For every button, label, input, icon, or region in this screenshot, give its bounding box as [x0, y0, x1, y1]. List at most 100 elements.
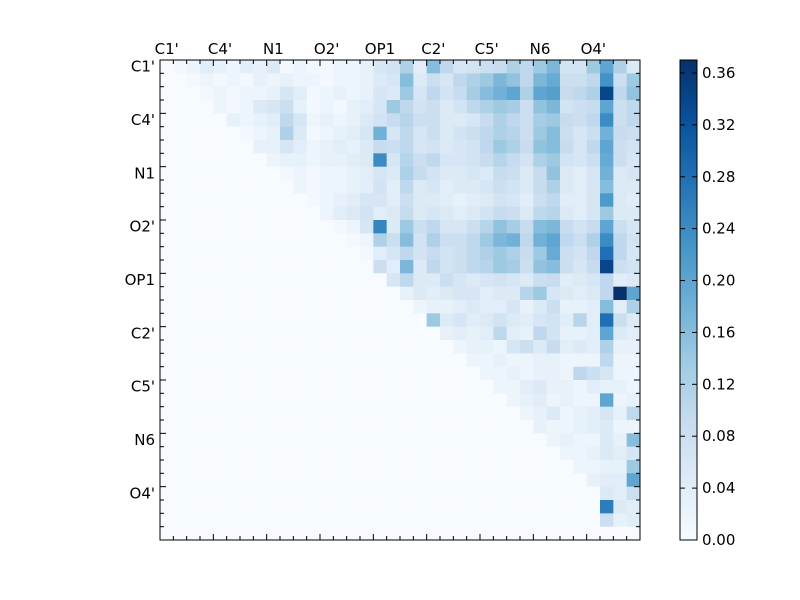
heatmap-cell	[586, 140, 601, 154]
heatmap-cell	[493, 340, 508, 354]
heatmap-cell	[280, 273, 294, 288]
heatmap-cell	[546, 366, 561, 381]
heatmap-cell	[480, 246, 494, 261]
heatmap-cell	[600, 513, 614, 528]
heatmap-cell	[573, 353, 588, 368]
heatmap-cell	[493, 526, 508, 541]
heatmap-cell	[400, 380, 414, 394]
heatmap-cell	[533, 126, 548, 141]
heatmap-cells	[160, 60, 641, 541]
heatmap-cell	[466, 60, 481, 74]
heatmap-cell	[320, 86, 334, 101]
heatmap-cell	[186, 166, 201, 181]
heatmap-cell	[626, 500, 641, 514]
heatmap-cell	[586, 180, 601, 194]
heatmap-cell	[453, 420, 468, 434]
heatmap-cell	[226, 273, 241, 288]
heatmap-cell	[506, 326, 521, 341]
heatmap-cell	[320, 340, 334, 354]
heatmap-cell	[440, 220, 454, 234]
heatmap-cell	[360, 126, 374, 141]
heatmap-cell	[226, 206, 241, 221]
heatmap-cell	[173, 246, 188, 261]
heatmap-cell	[200, 113, 214, 128]
heatmap-cell	[560, 113, 574, 128]
heatmap-cell	[440, 380, 454, 394]
heatmap-cell	[346, 153, 361, 168]
heatmap-cell	[333, 380, 348, 394]
heatmap-cell	[466, 393, 481, 408]
heatmap-cell	[160, 420, 174, 434]
heatmap-cell	[186, 193, 201, 208]
heatmap-cell	[400, 126, 414, 141]
heatmap-cell	[213, 220, 228, 234]
heatmap-cell	[466, 513, 481, 528]
heatmap-cell	[360, 366, 374, 381]
heatmap-cell	[280, 100, 294, 114]
heatmap-cell	[493, 380, 508, 394]
heatmap-cell	[200, 313, 214, 328]
heatmap-cell	[440, 460, 454, 474]
heatmap-cell	[186, 340, 201, 354]
heatmap-cell	[213, 340, 228, 354]
heatmap-cell	[240, 286, 254, 301]
heatmap-cell	[333, 206, 348, 221]
heatmap-cell	[546, 100, 561, 114]
heatmap-cell	[200, 326, 214, 341]
heatmap-cell	[306, 260, 321, 274]
heatmap-cell	[293, 206, 308, 221]
heatmap-cell	[346, 393, 361, 408]
heatmap-cell	[533, 73, 548, 88]
heatmap-cell	[600, 220, 614, 234]
heatmap-cell	[506, 406, 521, 421]
heatmap-cell	[253, 126, 268, 141]
heatmap-cell	[320, 460, 334, 474]
heatmap-cell	[453, 340, 468, 354]
heatmap-cell	[266, 286, 281, 301]
colorbar-tick-label: 0.08	[702, 427, 735, 445]
heatmap-cell	[520, 60, 534, 74]
heatmap-cell	[320, 286, 334, 301]
heatmap-cell	[466, 153, 481, 168]
heatmap-cell	[386, 246, 401, 261]
heatmap-cell	[533, 206, 548, 221]
heatmap-cell	[626, 286, 641, 301]
heatmap-cell	[306, 233, 321, 248]
heatmap-cell	[173, 406, 188, 421]
heatmap-cell	[293, 260, 308, 274]
heatmap-cell	[280, 166, 294, 181]
heatmap-cell	[240, 113, 254, 128]
heatmap-cell	[213, 460, 228, 474]
heatmap-cell	[293, 353, 308, 368]
heatmap-cell	[280, 513, 294, 528]
heatmap-cell	[186, 473, 201, 488]
heatmap-cell	[160, 500, 174, 514]
heatmap-cell	[240, 220, 254, 234]
heatmap-cell	[613, 193, 628, 208]
heatmap-cell	[506, 473, 521, 488]
heatmap-cell	[426, 420, 441, 434]
heatmap-cell	[266, 380, 281, 394]
y-tick-label: C5'	[131, 378, 155, 396]
heatmap-cell	[560, 326, 574, 341]
heatmap-cell	[626, 353, 641, 368]
heatmap-cell	[466, 353, 481, 368]
heatmap-cell	[253, 86, 268, 101]
heatmap-cell	[213, 166, 228, 181]
heatmap-cell	[626, 326, 641, 341]
heatmap-cell	[173, 353, 188, 368]
heatmap-cell	[160, 380, 174, 394]
heatmap-cell	[413, 233, 428, 248]
heatmap-cell	[280, 526, 294, 541]
heatmap-cell	[186, 73, 201, 88]
heatmap-cell	[306, 300, 321, 314]
x-tick-label: C5'	[475, 40, 499, 58]
heatmap-cell	[506, 526, 521, 541]
heatmap-cell	[613, 60, 628, 74]
heatmap-cell	[480, 193, 494, 208]
heatmap-cell	[453, 473, 468, 488]
heatmap-cell	[266, 366, 281, 381]
heatmap-cell	[453, 446, 468, 461]
heatmap-cell	[173, 513, 188, 528]
heatmap-cell	[533, 100, 548, 114]
